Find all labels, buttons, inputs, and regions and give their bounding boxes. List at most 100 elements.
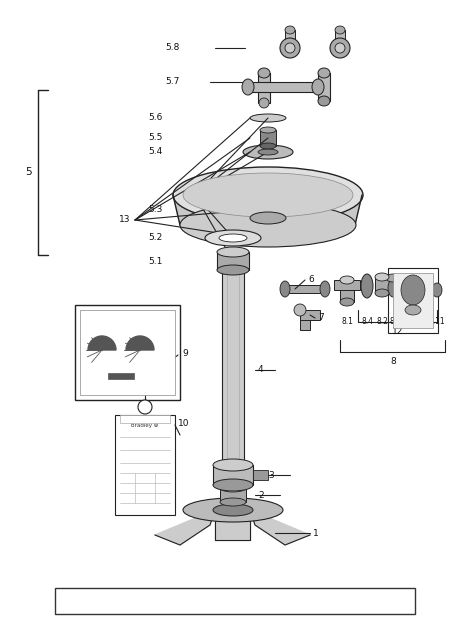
Ellipse shape — [217, 265, 249, 275]
Ellipse shape — [335, 43, 345, 53]
Ellipse shape — [405, 305, 421, 315]
Ellipse shape — [205, 230, 261, 246]
Polygon shape — [250, 510, 310, 545]
Polygon shape — [155, 510, 215, 545]
Text: 10: 10 — [178, 419, 190, 427]
Polygon shape — [215, 510, 250, 540]
Ellipse shape — [213, 459, 253, 471]
Ellipse shape — [258, 68, 270, 78]
Ellipse shape — [386, 274, 400, 282]
Text: 1: 1 — [313, 529, 319, 537]
Ellipse shape — [335, 26, 345, 34]
Text: 5.2: 5.2 — [148, 233, 162, 243]
Text: 13: 13 — [118, 215, 130, 225]
Bar — [388, 268, 438, 333]
Bar — [375, 277, 389, 293]
Ellipse shape — [243, 145, 293, 159]
Wedge shape — [126, 336, 154, 350]
Text: 5.7: 5.7 — [165, 77, 179, 87]
Text: 9: 9 — [182, 348, 188, 358]
Bar — [393, 273, 433, 328]
Ellipse shape — [340, 276, 354, 284]
Ellipse shape — [340, 298, 354, 306]
Bar — [260, 130, 276, 146]
Bar — [213, 465, 253, 485]
Bar — [253, 470, 268, 480]
Text: 5.1: 5.1 — [148, 256, 162, 265]
Bar — [300, 310, 320, 320]
Text: 7: 7 — [318, 313, 324, 323]
Ellipse shape — [260, 143, 276, 149]
Text: 4: 4 — [258, 366, 264, 374]
Ellipse shape — [183, 498, 283, 522]
Text: NOTE:  Items 5.1–5.8 come preassembled as Item 5.: NOTE: Items 5.1–5.8 come preassembled as… — [116, 597, 354, 605]
Ellipse shape — [220, 484, 246, 492]
Text: Bradley ⊕: Bradley ⊕ — [131, 422, 159, 427]
Text: 2: 2 — [258, 490, 264, 499]
Ellipse shape — [250, 114, 286, 122]
Text: 8: 8 — [390, 358, 396, 366]
Ellipse shape — [318, 96, 330, 106]
Bar — [258, 73, 270, 103]
Bar — [222, 270, 244, 465]
Bar — [55, 588, 415, 614]
Bar — [108, 373, 134, 379]
Bar — [285, 285, 325, 293]
Ellipse shape — [260, 127, 276, 133]
Text: 8.11: 8.11 — [429, 318, 445, 326]
Bar — [217, 252, 249, 270]
Ellipse shape — [361, 274, 373, 298]
Bar — [335, 30, 345, 50]
Wedge shape — [88, 336, 116, 350]
Ellipse shape — [432, 283, 442, 297]
Ellipse shape — [259, 98, 269, 108]
Text: 5.3: 5.3 — [148, 205, 162, 215]
Ellipse shape — [242, 79, 254, 95]
Ellipse shape — [401, 275, 425, 305]
Text: Bradley ⊕: Bradley ⊕ — [108, 384, 146, 392]
Text: 8.3: 8.3 — [389, 318, 401, 326]
Ellipse shape — [250, 212, 286, 224]
Bar — [318, 73, 330, 101]
Text: 6: 6 — [308, 275, 314, 283]
Ellipse shape — [258, 149, 278, 155]
Text: 5.4: 5.4 — [148, 147, 162, 157]
Ellipse shape — [138, 400, 152, 414]
Ellipse shape — [375, 289, 389, 297]
Ellipse shape — [280, 38, 300, 58]
Ellipse shape — [285, 26, 295, 34]
Ellipse shape — [330, 38, 350, 58]
Ellipse shape — [388, 279, 398, 297]
Text: 8.2: 8.2 — [376, 318, 388, 326]
Ellipse shape — [213, 479, 253, 491]
Ellipse shape — [180, 203, 356, 247]
Text: 5.6: 5.6 — [148, 114, 162, 122]
Ellipse shape — [294, 304, 306, 316]
Ellipse shape — [318, 68, 330, 78]
Bar — [220, 488, 246, 502]
Ellipse shape — [220, 498, 246, 506]
Ellipse shape — [213, 504, 253, 516]
Bar — [340, 280, 354, 302]
Ellipse shape — [285, 43, 295, 53]
Ellipse shape — [217, 247, 249, 257]
Ellipse shape — [219, 234, 247, 242]
Ellipse shape — [280, 281, 290, 297]
Polygon shape — [173, 195, 362, 225]
Bar — [75, 305, 180, 400]
Bar — [285, 30, 295, 50]
Ellipse shape — [173, 167, 363, 223]
Text: 12: 12 — [392, 328, 404, 336]
Text: 5.5: 5.5 — [148, 134, 162, 142]
Bar — [115, 415, 175, 515]
Text: 5: 5 — [25, 167, 31, 177]
Bar — [120, 415, 170, 423]
Bar — [248, 82, 318, 92]
Bar — [300, 310, 310, 330]
Ellipse shape — [183, 173, 353, 217]
Text: 8.1: 8.1 — [341, 318, 353, 326]
Ellipse shape — [375, 273, 389, 281]
Text: 5.8: 5.8 — [165, 44, 179, 52]
Bar — [334, 280, 360, 290]
Text: 3: 3 — [268, 470, 274, 479]
